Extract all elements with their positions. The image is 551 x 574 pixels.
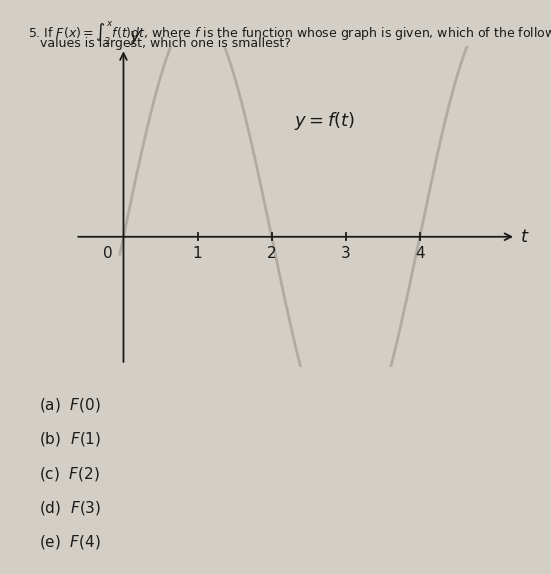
Text: $t$: $t$ xyxy=(520,228,530,246)
Text: (c)  $F(2)$: (c) $F(2)$ xyxy=(39,464,100,483)
Text: (e)  $F(4)$: (e) $F(4)$ xyxy=(39,533,100,552)
Text: (a)  $F(0)$: (a) $F(0)$ xyxy=(39,395,100,414)
Text: 4: 4 xyxy=(415,246,425,261)
Text: 1: 1 xyxy=(193,246,202,261)
Text: values is largest, which one is smallest?: values is largest, which one is smallest… xyxy=(28,37,290,51)
Text: 5. If $F(x) = \int_2^x f(t)dt$, where $f$ is the function whose graph is given, : 5. If $F(x) = \int_2^x f(t)dt$, where $f… xyxy=(28,20,551,47)
Text: (d)  $F(3)$: (d) $F(3)$ xyxy=(39,499,101,517)
Text: $y = f(t)$: $y = f(t)$ xyxy=(294,110,355,132)
Text: 2: 2 xyxy=(267,246,277,261)
Text: 3: 3 xyxy=(341,246,350,261)
Text: (b)  $F(1)$: (b) $F(1)$ xyxy=(39,430,101,448)
Text: $y$: $y$ xyxy=(129,29,143,47)
Text: 0: 0 xyxy=(102,246,112,261)
